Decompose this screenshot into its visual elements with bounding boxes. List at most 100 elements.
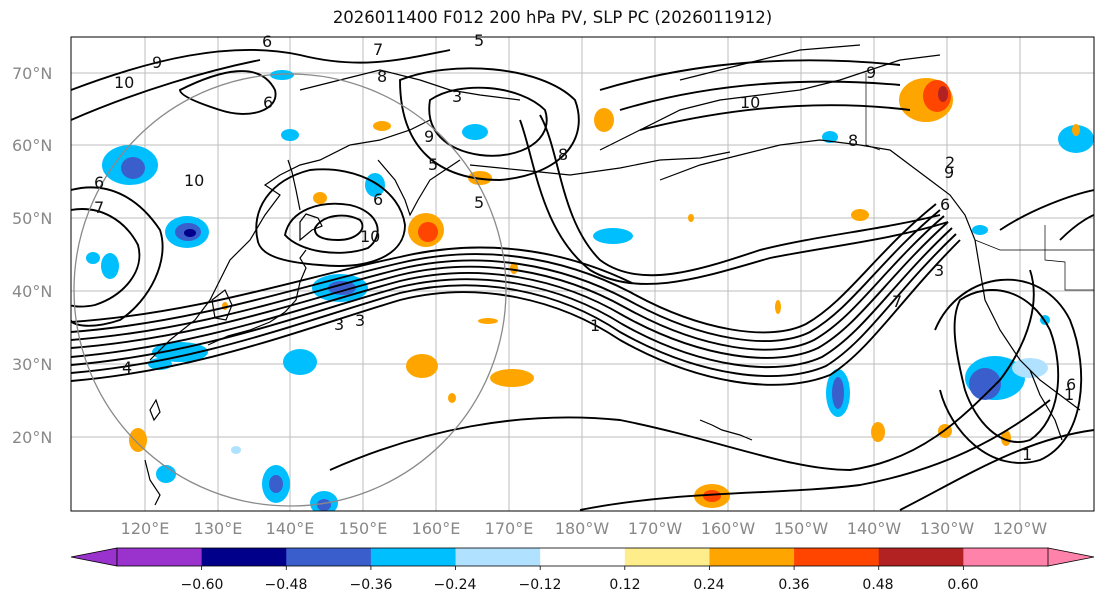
latitude-labels: 70°N 60°N 50°N 40°N 30°N 20°N — [12, 64, 52, 447]
colorbar-segment — [963, 548, 1049, 566]
contour-label: 5 — [474, 193, 484, 212]
pv-blob — [184, 229, 196, 237]
contour-label: 3 — [934, 261, 944, 280]
contour-label: 6 — [263, 93, 273, 112]
pv-blob — [972, 225, 988, 235]
contour-east-loop — [953, 289, 1060, 443]
coast-baja — [1029, 369, 1063, 441]
contour-n — [399, 67, 580, 181]
contour-label: 7 — [892, 292, 902, 311]
pv-blob — [832, 377, 844, 409]
coast-korea — [211, 289, 233, 321]
contour-label: 10 — [114, 73, 134, 92]
contour-label: 8 — [558, 145, 568, 164]
pv-blob — [851, 209, 869, 221]
pv-blob — [152, 342, 208, 362]
contour-jet — [71, 203, 937, 334]
lat-label-40: 40°N — [12, 282, 52, 301]
pv-blob — [121, 157, 145, 179]
contour-low-w — [255, 168, 406, 267]
coast-hawaii — [699, 419, 753, 441]
pv-blob — [86, 252, 100, 264]
lon-label: 120°W — [993, 519, 1048, 538]
pv-blob — [478, 318, 498, 324]
contour-label: 7 — [373, 40, 383, 59]
contour-jet — [71, 233, 957, 378]
coast-philippines — [144, 459, 161, 506]
coast-taiwan — [149, 398, 161, 422]
pv-blob — [283, 349, 317, 375]
lon-label: 120°E — [121, 519, 170, 538]
lon-label: 150°W — [774, 519, 829, 538]
contour-label: 9 — [944, 163, 954, 182]
pv-blob — [938, 86, 948, 102]
longitude-labels: 120°E 130°E 140°E 150°E 160°E 170°E 180°… — [121, 519, 1048, 538]
colorbar-segment — [455, 548, 541, 566]
contour-label: 5 — [428, 155, 438, 174]
contour-label: 9 — [152, 53, 162, 72]
pv-blob — [462, 124, 488, 140]
contour-east-loop — [934, 278, 1083, 464]
coast-arctic — [679, 44, 861, 81]
contour-label: 4 — [122, 358, 132, 377]
pv-blob — [1058, 125, 1094, 153]
lon-label: 170°W — [628, 519, 683, 538]
pv-blob — [328, 281, 356, 295]
pv-blob — [594, 108, 614, 132]
coast-asia-east — [149, 119, 431, 361]
contour-n — [539, 114, 941, 277]
pv-blob — [448, 393, 456, 403]
pv-blob — [269, 475, 283, 493]
contour-label: 6 — [940, 195, 950, 214]
pv-blob — [703, 490, 721, 502]
contour-n — [428, 86, 548, 157]
colorbar-tick-label: −0.48 — [265, 577, 308, 593]
pv-anomaly-shading — [86, 70, 1094, 511]
colorbar-segment — [794, 548, 880, 566]
contour-jet — [71, 215, 945, 351]
colorbar-segment — [540, 548, 626, 566]
lat-label-60: 60°N — [12, 136, 52, 155]
pv-blob — [156, 465, 176, 483]
colorbar-tick-label: −0.36 — [350, 577, 393, 593]
colorbar-tick-label: 0.12 — [609, 577, 640, 593]
lon-label: 150°E — [339, 519, 388, 538]
contour-north-band — [639, 104, 911, 131]
contour-label: 9 — [866, 63, 876, 82]
contour-label: 10 — [184, 171, 204, 190]
contour-south — [329, 269, 1035, 471]
lat-label-20: 20°N — [12, 428, 52, 447]
contour-label: 6 — [262, 32, 272, 51]
contour-low-w — [283, 202, 379, 254]
contour-jet — [71, 239, 961, 386]
pv-blob — [317, 499, 331, 511]
contour-label: 9 — [424, 127, 434, 146]
colorbar-extend-high — [1047, 547, 1095, 567]
contour-label: 1 — [590, 316, 600, 335]
colorbar-segment — [624, 548, 710, 566]
lon-label: 130°W — [920, 519, 975, 538]
contour-labels: 10 9 7 5 6 8 3 6 5 9 8 10 9 6 7 10 6 5 1… — [94, 31, 1076, 464]
colorbar-tick-label: −0.12 — [519, 577, 562, 593]
pv-blob — [101, 253, 119, 279]
contour-label: 6 — [1066, 375, 1076, 394]
colorbar-tick-label: −0.60 — [181, 577, 224, 593]
pv-blob — [231, 446, 241, 454]
contour-label: 5 — [474, 31, 484, 50]
lon-label: 180°W — [555, 519, 610, 538]
pv-blob — [490, 369, 534, 387]
lon-label: 160°W — [701, 519, 756, 538]
lon-label: 140°W — [847, 519, 902, 538]
border-state — [1044, 225, 1094, 291]
contour-east-loop — [999, 189, 1094, 231]
lon-label: 130°E — [194, 519, 243, 538]
contour-low-w — [314, 214, 364, 241]
contour-jet — [71, 227, 953, 369]
colorbar-extend-low — [70, 547, 118, 567]
pv-blob — [281, 129, 299, 141]
pv-blob — [313, 192, 327, 204]
coast-hokkaido — [299, 213, 323, 242]
colorbar-tick-label: 0.60 — [947, 577, 978, 593]
pv-blob — [1012, 358, 1048, 378]
coast-sakhalin — [287, 159, 301, 211]
